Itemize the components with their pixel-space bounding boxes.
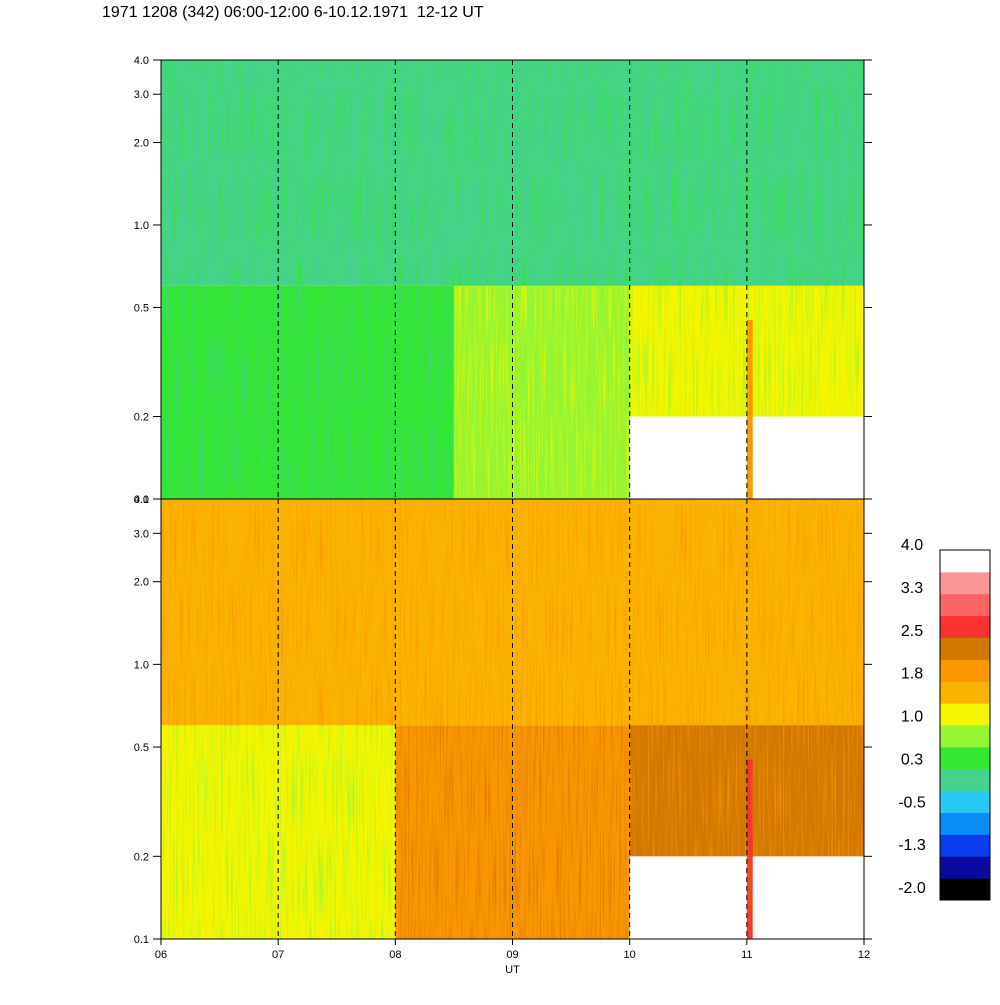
colorbar-swatch bbox=[940, 637, 990, 660]
colorbar-swatch bbox=[940, 834, 990, 857]
colorbar-swatch bbox=[940, 790, 990, 813]
y-tick-label: 3.0 bbox=[134, 528, 149, 540]
level-texture bbox=[453, 285, 630, 499]
x-axis-label: UT bbox=[505, 964, 520, 976]
colorbar-frame bbox=[939, 549, 991, 901]
colorbar-swatch bbox=[940, 681, 990, 704]
plot-layer: 0.10.20.51.02.03.04.00.10.20.51.02.03.04… bbox=[134, 55, 872, 976]
colorbar-swatch bbox=[940, 856, 990, 879]
level-texture bbox=[746, 759, 753, 939]
colorbar-swatch bbox=[940, 659, 990, 682]
colorbar-swatch bbox=[940, 593, 990, 617]
y-tick-label: 1.0 bbox=[134, 220, 149, 232]
x-tick-label: 07 bbox=[272, 949, 284, 961]
colorbar-swatch bbox=[940, 878, 990, 901]
colorbar-swatch bbox=[940, 550, 990, 573]
colorbar-swatch bbox=[940, 571, 990, 595]
y-tick-label: 0.2 bbox=[134, 851, 149, 863]
y-tick-label: 0.1 bbox=[134, 494, 149, 506]
y-tick-label: 2.0 bbox=[134, 577, 149, 589]
colorbar-label: 1.0 bbox=[901, 709, 923, 726]
y-tick-label: 4.0 bbox=[134, 55, 149, 67]
colorbar-swatch bbox=[940, 746, 990, 770]
y-tick-label: 3.0 bbox=[134, 89, 149, 101]
colorbar-label: 0.3 bbox=[901, 751, 923, 768]
colorbar-label: -2.0 bbox=[898, 880, 926, 897]
y-tick-label: 2.0 bbox=[134, 137, 149, 149]
x-tick-label: 12 bbox=[858, 949, 870, 961]
panel-top: 0.1 0.2 0.5 1.0 2.0 3.0 4.0 bbox=[134, 55, 872, 506]
x-tick-label: 08 bbox=[389, 949, 401, 961]
colorbar-swatch bbox=[940, 812, 990, 835]
colorbar: 4.0 3.3 2.5 1.8 1.0 0.3 -0.5 -1.3 -2.0 bbox=[898, 537, 991, 901]
x-tick-label: 06 bbox=[155, 949, 167, 961]
y-tick-label: 1.0 bbox=[134, 659, 149, 671]
panel-bottom: 0.1 0.2 0.5 1.0 2.0 3.0 4.0 06 07 08 09 10 11 12 UT bbox=[134, 494, 872, 976]
y-tick-label: 0.1 bbox=[134, 934, 149, 946]
y-tick-label: 4.0 bbox=[134, 494, 149, 506]
x-tick-label: 11 bbox=[741, 949, 752, 961]
colorbar-label: -0.5 bbox=[898, 794, 926, 811]
colorbar-swatch bbox=[940, 725, 990, 748]
colorbar-swatch bbox=[940, 768, 990, 792]
y-tick-label: 0.5 bbox=[134, 302, 149, 314]
colorbar-label: 3.3 bbox=[901, 580, 923, 597]
colorbar-label: 2.5 bbox=[901, 623, 923, 640]
colorbar-swatch bbox=[940, 615, 990, 638]
colorbar-swatch bbox=[940, 703, 990, 726]
y-tick-label: 0.5 bbox=[134, 742, 149, 754]
colorbar-label: 1.8 bbox=[901, 666, 923, 683]
x-tick-label: 10 bbox=[624, 949, 636, 961]
colorbar-label: 4.0 bbox=[901, 537, 923, 554]
colorbar-label: -1.3 bbox=[898, 837, 926, 854]
y-tick-label: 0.2 bbox=[134, 412, 149, 424]
chart-title: 1971 1208 (342) 06:00-12:00 6-10.12.1971… bbox=[102, 4, 484, 21]
level-texture bbox=[746, 320, 753, 499]
x-tick-label: 09 bbox=[506, 949, 518, 961]
level-texture bbox=[161, 285, 454, 499]
